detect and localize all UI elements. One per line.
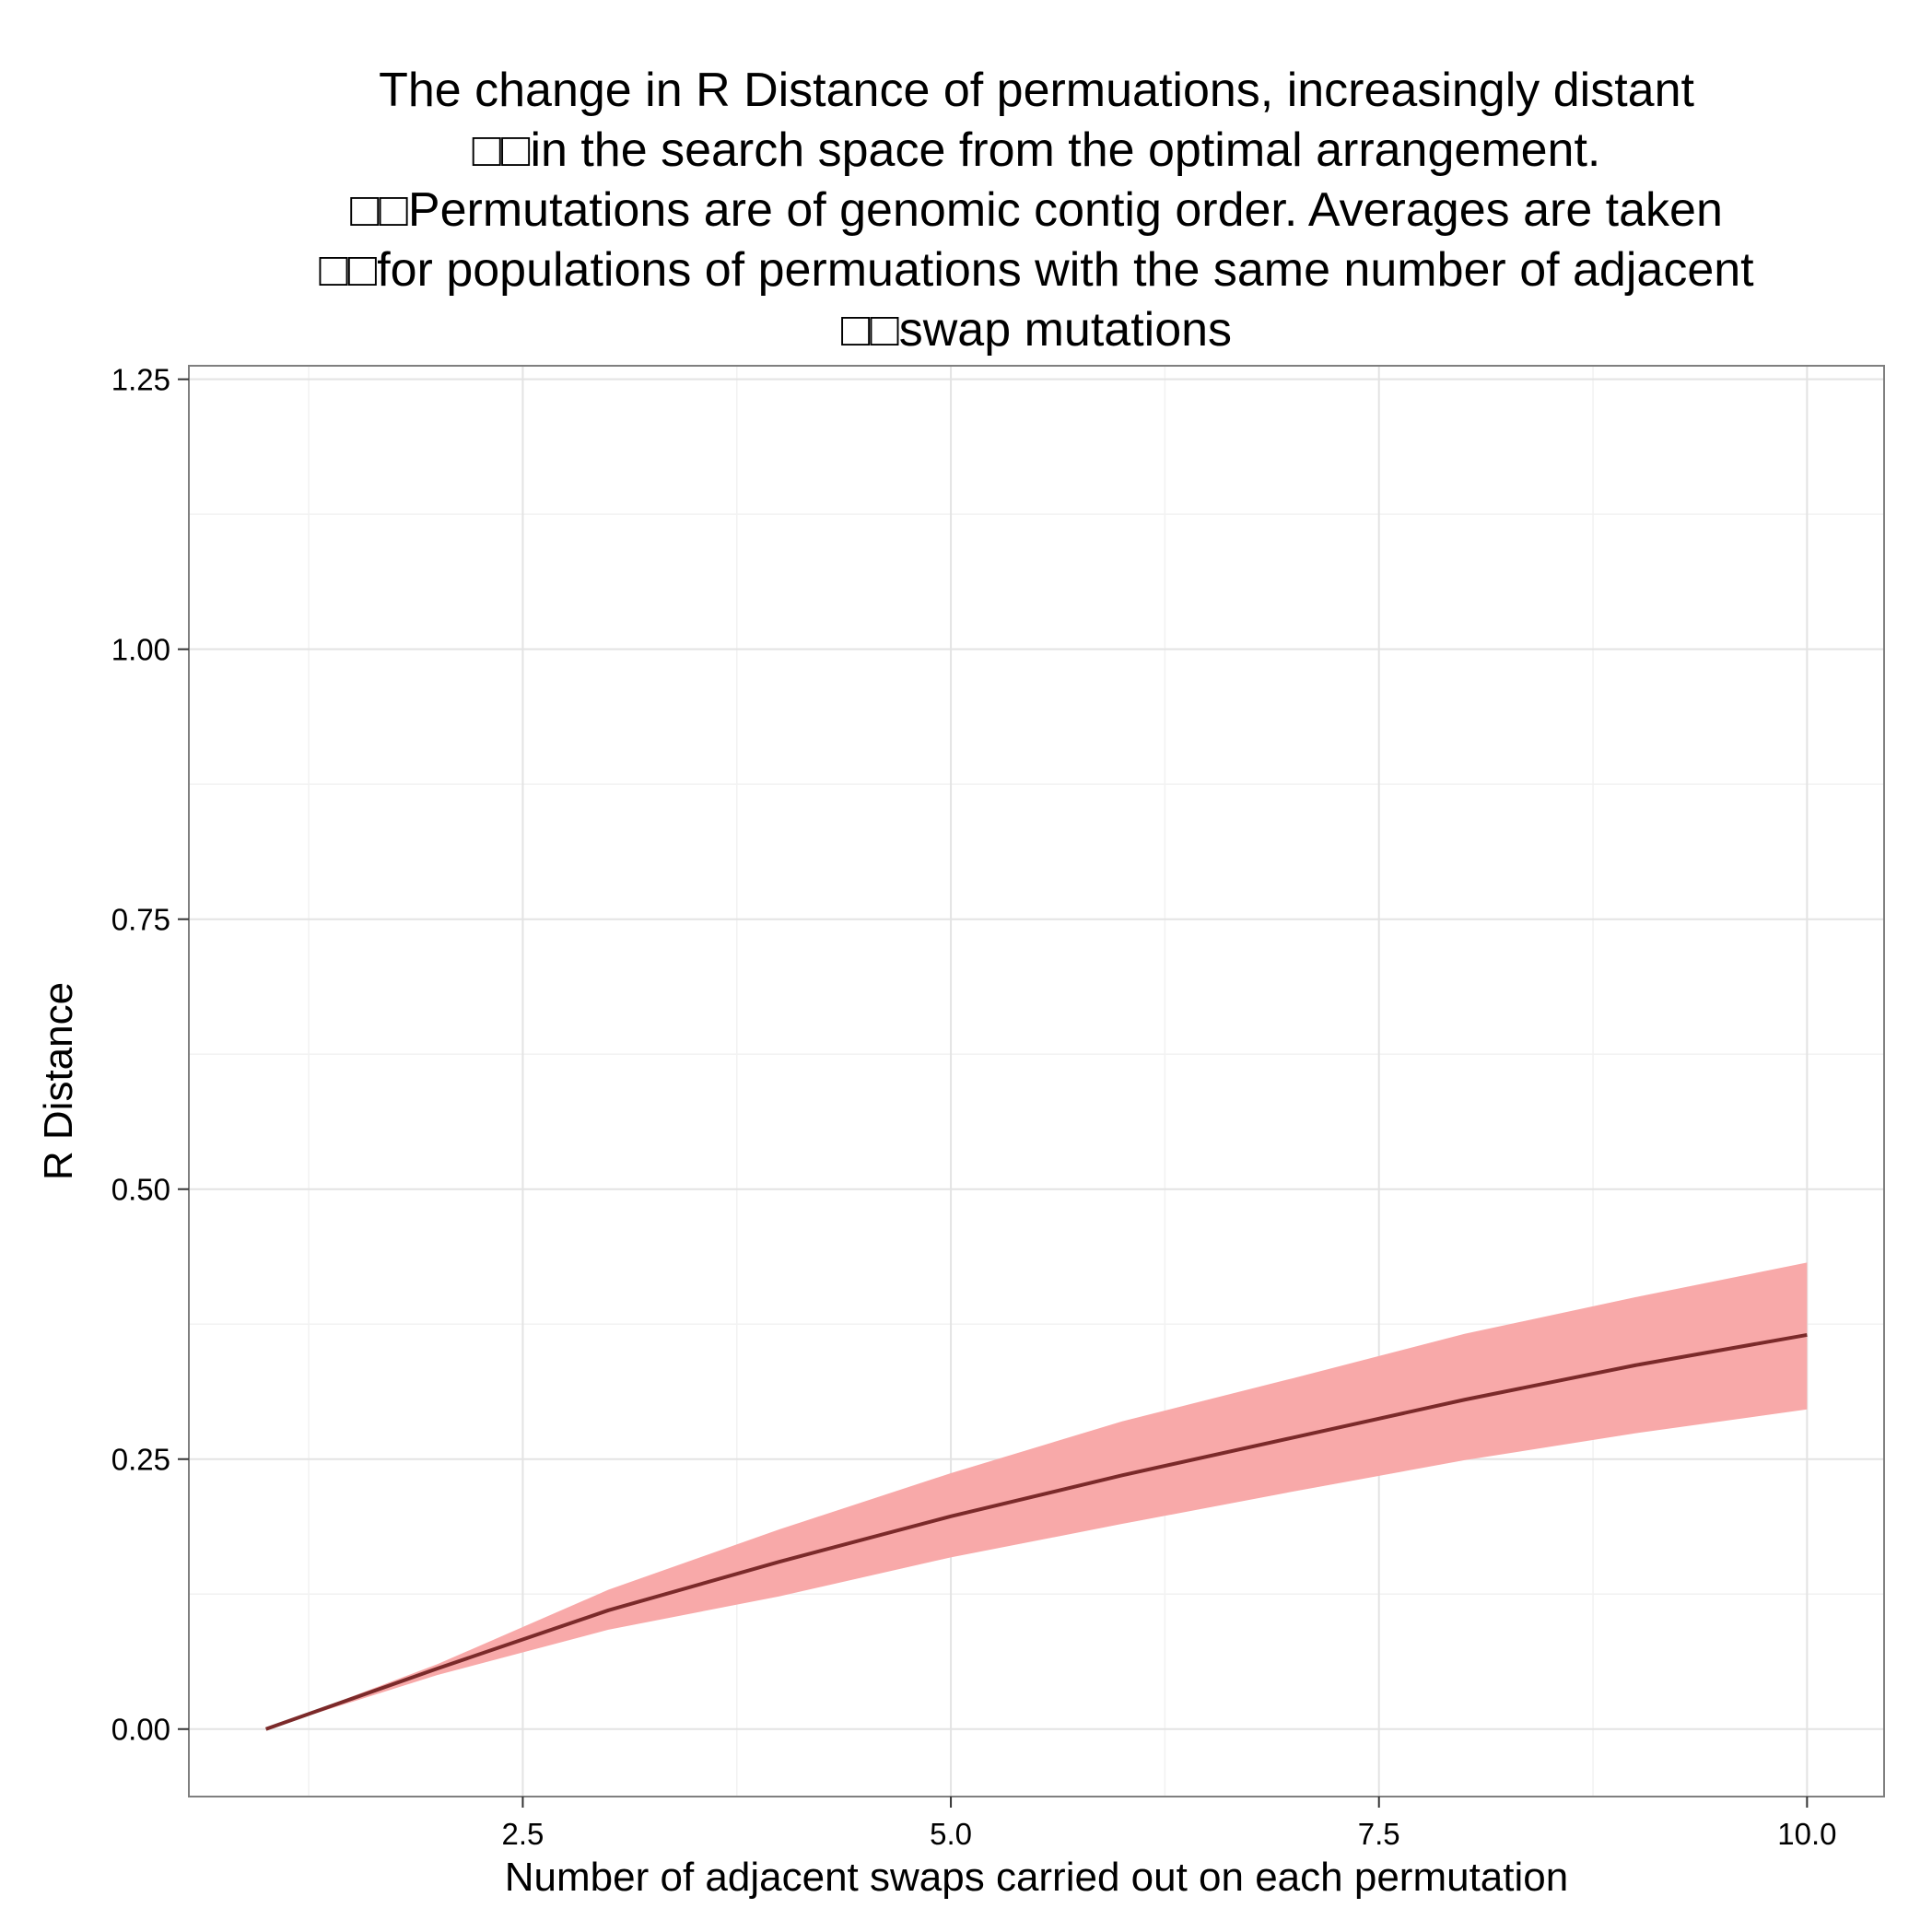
y-tick-label: 0.50 [111,1173,170,1207]
axes: 0.00 0.25 0.50 0.75 1.00 1.25 2.5 5.0 7.5 10.0 [111,363,1837,1851]
mean-line [264,1332,1808,1731]
plot-panel [189,366,1884,1797]
chart-title: The change in R Distance of permuations,… [319,64,1754,357]
title-line: □□Permutations are of genomic contig ord… [350,183,1723,237]
y-tick-label: 1.00 [111,633,170,667]
x-tick-label: 2.5 [501,1817,544,1851]
y-tick-label: 0.25 [111,1443,170,1477]
title-line: The change in R Distance of permuations,… [379,64,1694,117]
x-tick-label: 5.0 [930,1817,972,1851]
x-tick-label: 7.5 [1358,1817,1400,1851]
title-line: □□swap mutations [841,303,1232,357]
plot-border [188,365,1885,1797]
title-line: □□in the search space from the optimal a… [473,123,1601,177]
x-tick-label: 10.0 [1777,1817,1836,1851]
y-tick-label: 0.75 [111,903,170,937]
y-tick-label: 1.25 [111,363,170,397]
grid [189,366,1884,1797]
title-line: □□for populations of permuations with th… [319,243,1754,297]
series-group [264,1262,1808,1731]
y-axis-title: R Distance [36,982,81,1180]
x-axis-title: Number of adjacent swaps carried out on … [505,1855,1568,1900]
y-tick-label: 0.00 [111,1713,170,1747]
